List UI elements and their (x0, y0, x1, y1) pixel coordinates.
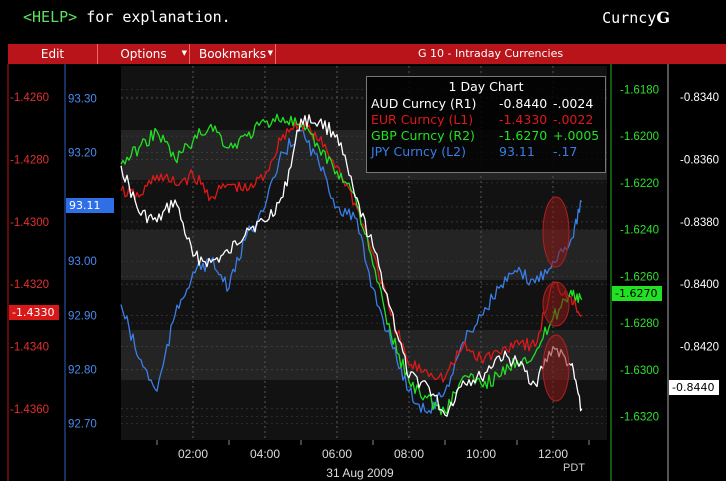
gbp-tick-label: -1.6320 (620, 412, 659, 424)
dropdown-arrow-icon: ▼ (181, 49, 187, 57)
gbp-tick-label: -1.6260 (620, 271, 659, 283)
eur-tick-label: -1.4320 (10, 279, 49, 291)
gbp-tick-label: -1.6200 (620, 131, 659, 143)
time-tick-label: 08:00 (394, 447, 424, 461)
options-menu-label: Options (120, 47, 167, 61)
jpy-tick-label: 93.00 (68, 256, 97, 268)
time-tick-label: 06:00 (322, 447, 352, 461)
aud-tick-label: -0.8340 (680, 92, 719, 104)
aud-tick-label: -0.8400 (680, 279, 719, 291)
help-key[interactable]: <HELP> (23, 8, 78, 26)
function-indicator: CurncyG (602, 8, 670, 27)
jpy-last-tag: 93.11 (66, 198, 114, 213)
timezone-label: PDT (563, 462, 585, 474)
legend-name: JPY Curncy (L2) (371, 144, 466, 159)
bookmarks-menu[interactable]: Bookmarks ▼ (190, 44, 276, 64)
eur-tick-label: -1.4340 (10, 342, 49, 354)
series-line-aud (120, 114, 583, 417)
time-tick-label: 10:00 (466, 447, 496, 461)
eur-tick-label: -1.4280 (10, 155, 49, 167)
dropdown-arrow-icon: ▼ (267, 49, 273, 57)
eur-last-tag: -1.4330 (9, 305, 59, 320)
eur-tick-label: -1.4360 (10, 404, 49, 416)
help-text: for explanation. (77, 8, 231, 26)
time-tick-label: 02:00 (178, 447, 208, 461)
intraday-chart[interactable]: 02:00 04:00 06:00 08:00 10:00 12:00 31 Aug 200… (0, 64, 726, 481)
edit-menu[interactable]: Edit (8, 44, 98, 64)
axis-ticks: 02:00 04:00 06:00 08:00 10:00 12:00 31 Aug 200… (10, 84, 719, 480)
gbp-tick-label: -1.6280 (620, 318, 659, 330)
gbp-last-tag: -1.6270 (612, 286, 662, 301)
legend-value: -1.6270 (499, 128, 548, 143)
legend-row-gbp[interactable]: GBP Curncy (R2) -1.6270 +.0005 (367, 128, 605, 144)
legend-value: 93.11 (499, 144, 535, 159)
legend-row-eur[interactable]: EUR Curncy (L1) -1.4330 -.0022 (367, 112, 605, 128)
legend-change: +.0005 (553, 128, 600, 143)
legend-row-aud[interactable]: AUD Curncy (R1) -0.8440 -.0024 (367, 96, 605, 112)
gbp-tick-label: -1.6180 (620, 84, 659, 96)
legend-value: -0.8440 (499, 96, 548, 111)
jpy-tick-label: 93.30 (68, 94, 97, 106)
gbp-tick-label: -1.6240 (620, 225, 659, 237)
legend-name: EUR Curncy (L1) (371, 112, 474, 127)
aud-last-tag: -0.8440 (669, 380, 719, 395)
jpy-tick-label: 92.90 (68, 310, 97, 322)
plot-band (121, 280, 607, 330)
legend-row-jpy[interactable]: JPY Curncy (L2) 93.11 -.17 (367, 144, 605, 160)
highlight-ellipse (542, 334, 570, 402)
time-tick-label: 12:00 (538, 447, 568, 461)
aud-tick-label: -0.8360 (680, 155, 719, 167)
plot-band (121, 380, 607, 440)
jpy-tick-label: 92.80 (68, 365, 97, 377)
edit-menu-label: Edit (40, 47, 65, 61)
gbp-tick-label: -1.6220 (620, 178, 659, 190)
time-tick-label: 04:00 (250, 447, 280, 461)
eur-tick-label: -1.4300 (10, 217, 49, 229)
legend-name: GBP Curncy (R2) (371, 128, 475, 143)
gbp-tick-label: -1.6300 (620, 365, 659, 377)
legend-change: -.0022 (553, 112, 594, 127)
window-title: G 10 - Intraday Currencies (418, 47, 564, 60)
highlight-ellipse (542, 196, 570, 268)
top-command-bar: <HELP> for explanation. CurncyG (0, 0, 726, 38)
legend-change: -.0024 (553, 96, 594, 111)
legend-name: AUD Curncy (R1) (371, 96, 477, 111)
jpy-tick-label: 92.70 (68, 419, 97, 431)
date-label: 31 Aug 2009 (326, 466, 394, 480)
help-hint: <HELP> for explanation. (23, 8, 231, 26)
series-line-eur (120, 121, 583, 383)
legend-box: 1 Day Chart AUD Curncy (R1) -0.8440 -.0024… (366, 76, 606, 173)
bookmarks-menu-label: Bookmarks (198, 47, 267, 61)
function-prefix: Curncy (602, 9, 657, 27)
legend-title: 1 Day Chart (448, 79, 524, 94)
eur-tick-label: -1.4260 (10, 92, 49, 104)
aud-tick-label: -0.8420 (680, 342, 719, 354)
jpy-tick-label: 93.20 (68, 148, 97, 160)
time-axis-area (121, 440, 607, 481)
options-menu[interactable]: Options ▼ (98, 44, 190, 64)
legend-value: -1.4330 (499, 112, 548, 127)
function-key: G (656, 8, 670, 27)
aud-tick-label: -0.8380 (680, 217, 719, 229)
highlight-ellipse (542, 281, 570, 327)
menu-bar: Edit Options ▼ Bookmarks ▼ G 10 - Intraday… (8, 44, 726, 64)
legend-change: -.17 (553, 144, 578, 159)
series-layer (120, 113, 583, 417)
plot-band (121, 180, 607, 230)
